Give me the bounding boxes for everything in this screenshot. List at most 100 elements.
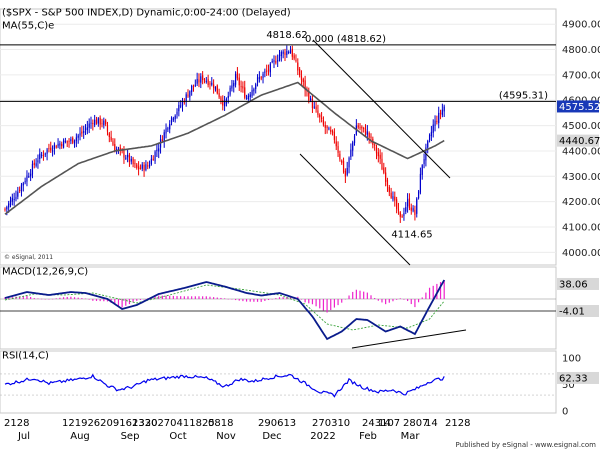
candle-body (397, 209, 400, 211)
candle-body (342, 161, 345, 172)
rsi-line (4, 373, 445, 398)
macd-histogram-bar (359, 290, 361, 299)
macd-signal-line (4, 284, 445, 331)
candle-body (198, 79, 200, 83)
macd-histogram-bar (4, 297, 6, 299)
candle-body (271, 61, 273, 63)
candle-body (97, 118, 99, 124)
day-tick-label: 14 (425, 418, 438, 429)
macd-histogram-bar (344, 299, 346, 300)
macd-histogram-bar (187, 296, 189, 299)
rsi-value-badge: 62.33 (559, 373, 588, 384)
macd-histogram-bar (289, 296, 292, 299)
price-tick-label: 4900.00 (562, 20, 600, 31)
candle-body (236, 72, 239, 79)
candle-body (234, 74, 237, 85)
candle-body (311, 99, 314, 109)
macd-histogram-bar (249, 299, 251, 302)
macd-histogram-bar (224, 298, 226, 299)
candle-body (375, 147, 378, 154)
footer-text: Published by eSignal - www.esignal.com (456, 441, 597, 449)
candle-body (299, 68, 301, 76)
candle-body (439, 112, 442, 114)
candle-body (328, 128, 330, 130)
axis-labels: 4000.00 4100.00 4200.00 4300.00 4400.00 4500.… (4, 20, 600, 442)
candle-body (62, 140, 65, 148)
candle-body (313, 106, 315, 108)
candle-body (150, 158, 152, 165)
price-tick-label: 4700.00 (562, 70, 600, 81)
last-price-badge: 4575.52 (559, 102, 600, 113)
candle-body (81, 131, 83, 134)
macd-histogram-bar (103, 299, 105, 302)
macd-histogram-bar (381, 299, 383, 303)
macd-histogram-bar (132, 299, 134, 303)
ma-value-badge: 4440.67 (559, 136, 600, 147)
candle-body (103, 120, 105, 126)
macd-histogram-bar (95, 299, 98, 301)
month-tick-label: Dec (262, 431, 281, 442)
macd-histogram-bar (414, 299, 416, 308)
candle-body (156, 149, 158, 152)
macd-histogram-bar (264, 299, 266, 301)
candle-body (227, 95, 229, 99)
macd-histogram-bar (169, 295, 171, 299)
candle-body (310, 98, 312, 101)
price-panel (0, 8, 557, 266)
candle-body (192, 85, 195, 87)
signal-value-badge: -4.01 (559, 307, 585, 318)
candle-body (147, 165, 149, 167)
rsi-title: RSI(14,C) (2, 350, 49, 361)
candle-body (224, 101, 226, 107)
price-tick-label: 4000.00 (562, 248, 600, 259)
candle-body (163, 132, 165, 142)
candle-body (134, 163, 136, 165)
macd-histogram-bar (407, 299, 409, 302)
candle-body (88, 123, 90, 128)
candle-body (112, 141, 114, 145)
price-tick-label: 4300.00 (562, 172, 600, 183)
candle-body (251, 90, 253, 96)
macd-histogram-bar (77, 297, 79, 299)
price-tick-label: 4400.00 (562, 146, 600, 157)
candle-body (216, 85, 218, 94)
day-tick-label: 290613 (258, 418, 296, 429)
candle-body (344, 170, 346, 177)
macd-histogram-bar (88, 299, 90, 300)
candle-body (253, 89, 255, 92)
candle-body (412, 208, 414, 211)
candle-body (231, 85, 233, 89)
candle-body (319, 114, 321, 118)
grid-lines (0, 23, 556, 396)
macd-line (4, 279, 445, 341)
macd-histogram-bar (220, 297, 222, 299)
macd-histogram-bar (297, 296, 299, 299)
candle-body (419, 173, 422, 193)
candle-body (169, 123, 171, 130)
day-tick-label: 2128 (445, 418, 470, 429)
candle-body (33, 162, 35, 165)
macd-histogram-bar (194, 296, 196, 299)
macd-histogram-bar (319, 299, 321, 309)
candle-body (68, 140, 70, 142)
candle-body (383, 167, 385, 173)
candle-body (353, 136, 356, 143)
candle-body (249, 94, 251, 97)
candle-body (64, 141, 66, 143)
candle-body (421, 165, 423, 175)
candle-body (176, 111, 178, 115)
day-tick-label: 14 (378, 418, 391, 429)
macd-histogram-bar (333, 299, 335, 308)
candle-body (436, 121, 438, 123)
macd-histogram-bar (8, 296, 10, 299)
candle-body (381, 158, 383, 170)
candle-body (19, 189, 21, 191)
candle-body (308, 91, 310, 101)
candle-body (143, 164, 145, 171)
candle-body (48, 148, 50, 150)
candle-body (277, 60, 279, 62)
macd-histogram-bar (275, 298, 277, 299)
candle-body (408, 198, 411, 208)
candle-body (42, 155, 45, 157)
candle-body (339, 153, 341, 160)
